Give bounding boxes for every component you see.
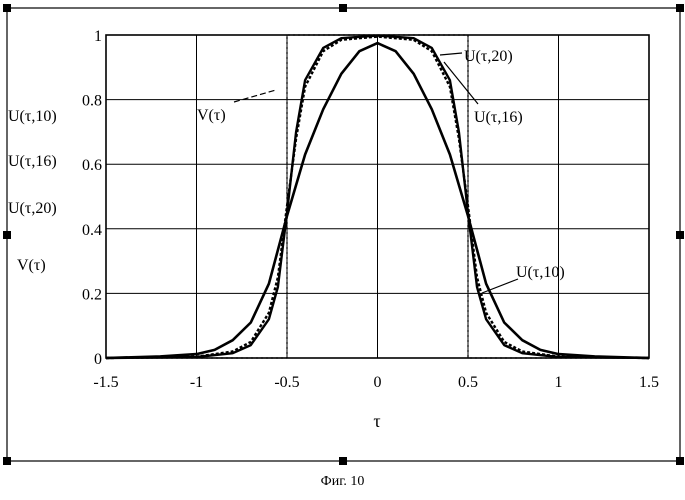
y-tick-label: 0.2 [82,286,102,303]
y-tick-label: 0.4 [82,222,102,239]
grid-lines [106,35,649,358]
ylabel-u20: U(τ,20) [8,200,57,217]
outer-frame [7,8,680,461]
x-tick-label: 0.5 [458,374,478,391]
annotation-v-leader [234,90,276,102]
tick-labels: -1.5 -1 -0.5 0 0.5 1 1.5 0 0.2 0.4 0.6 0.8 1 [82,28,659,391]
x-tick-label: -1.5 [93,374,118,391]
figure-canvas: -1.5 -1 -0.5 0 0.5 1 1.5 0 0.2 0.4 0.6 0.8 1 τ U(τ,1… [0,0,685,470]
y-tick-label: 0 [94,351,102,368]
y-tick-label: 1 [94,28,102,45]
y-tick-label: 0.8 [82,93,102,110]
frame-handle-br [676,457,684,465]
x-tick-label: -0.5 [274,374,299,391]
frame-handle-bl [3,457,11,465]
frame-handle-ml [3,231,11,239]
figure-caption: Фиг. 10 [0,474,685,490]
annotation-u20-leader [440,53,462,55]
x-tick-label: 1.5 [639,374,659,391]
x-tick-label: 0 [374,374,382,391]
frame-handle-tl [3,4,11,12]
frame-handle-tr [676,4,684,12]
x-tick-label: -1 [190,374,203,391]
ylabel-u10: U(τ,10) [8,108,57,125]
annotation-v: V(τ) [197,107,226,124]
y-tick-label: 0.6 [82,157,102,174]
annotation-u16: U(τ,16) [474,109,523,126]
annotation-u20: U(τ,20) [464,48,513,65]
x-axis-label: τ [373,411,380,431]
ylabel-v: V(τ) [17,257,46,274]
frame-handle-tm [339,4,347,12]
frame-handle-bm [339,457,347,465]
x-tick-label: 1 [555,374,563,391]
frame-handle-mr [676,231,684,239]
ylabel-u16: U(τ,16) [8,153,57,170]
annotation-u10: U(τ,10) [516,264,565,281]
